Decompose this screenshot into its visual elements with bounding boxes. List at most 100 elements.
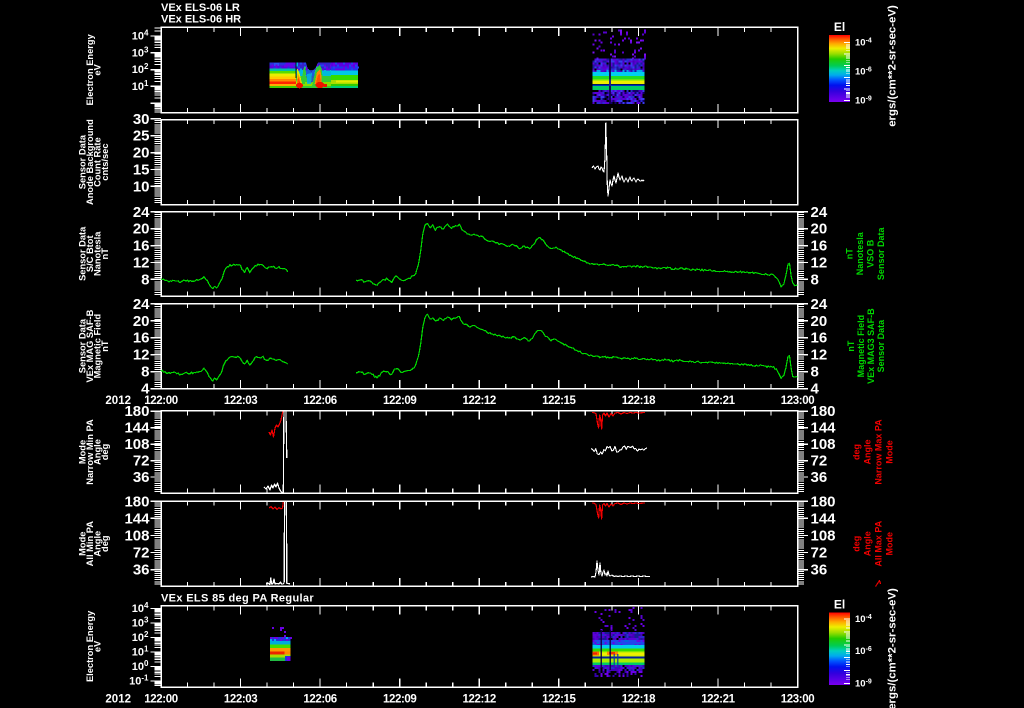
svg-text:Angle: Angle bbox=[863, 531, 873, 556]
svg-text:36: 36 bbox=[133, 562, 150, 579]
svg-text:2012: 2012 bbox=[105, 694, 131, 706]
svg-text:24: 24 bbox=[133, 204, 150, 221]
svg-text:122:15: 122:15 bbox=[542, 694, 576, 706]
svg-text:Angle: Angle bbox=[93, 439, 103, 465]
svg-text:108: 108 bbox=[124, 528, 149, 545]
svg-text:123:00: 123:00 bbox=[781, 395, 814, 407]
svg-text:Sensor Data: Sensor Data bbox=[77, 226, 87, 281]
svg-text:25: 25 bbox=[133, 128, 150, 145]
svg-text:72: 72 bbox=[811, 453, 828, 470]
svg-text:nT: nT bbox=[100, 340, 110, 352]
svg-text:deg: deg bbox=[100, 443, 110, 460]
svg-text:nT: nT bbox=[100, 248, 110, 260]
svg-text:122:03: 122:03 bbox=[224, 395, 257, 407]
svg-text:Nanotesla: Nanotesla bbox=[93, 231, 103, 276]
svg-text:122:09: 122:09 bbox=[383, 395, 416, 407]
svg-text:10-6: 10-6 bbox=[855, 646, 872, 657]
svg-text:122:06: 122:06 bbox=[303, 395, 336, 407]
svg-text:10: 10 bbox=[133, 178, 150, 195]
svg-text:deg: deg bbox=[852, 536, 862, 552]
svg-text:El: El bbox=[834, 20, 845, 34]
svg-text:108: 108 bbox=[811, 436, 836, 453]
svg-text:144: 144 bbox=[124, 510, 150, 527]
svg-text:ergs/(cm**2-sr-sec-eV): ergs/(cm**2-sr-sec-eV) bbox=[887, 5, 899, 127]
svg-text:Electron Energy: Electron Energy bbox=[85, 610, 95, 682]
svg-text:16: 16 bbox=[133, 238, 150, 255]
svg-text:16: 16 bbox=[811, 330, 828, 347]
svg-text:122:18: 122:18 bbox=[622, 694, 656, 706]
svg-text:24: 24 bbox=[811, 296, 828, 313]
svg-text:12: 12 bbox=[811, 347, 828, 364]
svg-text:deg: deg bbox=[852, 444, 862, 460]
svg-text:Sensor Data: Sensor Data bbox=[77, 134, 87, 189]
svg-text:12: 12 bbox=[133, 255, 150, 272]
svg-text:122:00: 122:00 bbox=[144, 694, 177, 706]
svg-text:4: 4 bbox=[811, 381, 820, 398]
svg-text:nT: nT bbox=[844, 248, 854, 259]
svg-text:108: 108 bbox=[811, 528, 836, 545]
svg-text:Mode: Mode bbox=[77, 440, 87, 464]
svg-text:30: 30 bbox=[133, 111, 150, 128]
svg-text:122:12: 122:12 bbox=[462, 395, 495, 407]
svg-text:72: 72 bbox=[133, 453, 150, 470]
svg-text:Sensor Data: Sensor Data bbox=[876, 227, 886, 281]
svg-text:S/C Btot: S/C Btot bbox=[85, 235, 95, 272]
svg-text:10-4: 10-4 bbox=[855, 614, 872, 625]
svg-text:15: 15 bbox=[133, 162, 150, 179]
svg-text:122:21: 122:21 bbox=[701, 694, 735, 706]
svg-text:180: 180 bbox=[124, 493, 149, 510]
svg-text:20: 20 bbox=[133, 313, 150, 330]
svg-text:Anode Background: Anode Background bbox=[85, 119, 95, 205]
svg-text:122:12: 122:12 bbox=[462, 694, 495, 706]
svg-text:108: 108 bbox=[124, 436, 149, 453]
svg-text:Narrow Min PA: Narrow Min PA bbox=[85, 419, 95, 485]
svg-text:144: 144 bbox=[811, 420, 837, 437]
svg-text:2012: 2012 bbox=[105, 395, 131, 407]
svg-text:72: 72 bbox=[133, 545, 150, 562]
svg-text:180: 180 bbox=[811, 493, 836, 510]
svg-text:8: 8 bbox=[141, 271, 149, 288]
svg-text:8: 8 bbox=[811, 364, 819, 381]
svg-text:20: 20 bbox=[133, 221, 150, 238]
svg-text:144: 144 bbox=[124, 420, 150, 437]
svg-text:144: 144 bbox=[811, 510, 837, 527]
svg-text:Magnetic Field: Magnetic Field bbox=[93, 313, 103, 378]
svg-text:122:21: 122:21 bbox=[701, 395, 735, 407]
svg-text:VSO B: VSO B bbox=[865, 239, 875, 268]
svg-text:122:00: 122:00 bbox=[144, 395, 177, 407]
svg-text:nT: nT bbox=[846, 340, 856, 351]
svg-text:20: 20 bbox=[811, 221, 828, 238]
svg-text:10-9: 10-9 bbox=[855, 96, 872, 107]
svg-text:12: 12 bbox=[811, 255, 828, 272]
svg-text:24: 24 bbox=[811, 204, 828, 221]
svg-text:Mode: Mode bbox=[77, 532, 87, 556]
svg-text:16: 16 bbox=[133, 330, 150, 347]
svg-text:8: 8 bbox=[141, 364, 149, 381]
svg-text:Narrow Max PA: Narrow Max PA bbox=[874, 419, 884, 485]
svg-text:deg: deg bbox=[100, 535, 110, 552]
svg-text:Angle: Angle bbox=[863, 439, 873, 464]
svg-text:Angle: Angle bbox=[93, 531, 103, 557]
svg-text:Count Rate: Count Rate bbox=[93, 137, 103, 187]
svg-text:8: 8 bbox=[811, 271, 819, 288]
svg-text:VEx MAG3 SAF-B: VEx MAG3 SAF-B bbox=[866, 308, 876, 384]
svg-text:4: 4 bbox=[141, 381, 150, 398]
svg-text:20: 20 bbox=[811, 313, 828, 330]
svg-text:72: 72 bbox=[811, 545, 828, 562]
svg-text:El: El bbox=[834, 598, 845, 612]
svg-text:All Min PA: All Min PA bbox=[85, 521, 95, 567]
svg-text:123:00: 123:00 bbox=[781, 694, 814, 706]
svg-text:122:15: 122:15 bbox=[542, 395, 576, 407]
svg-text:24: 24 bbox=[133, 296, 150, 313]
svg-text:12: 12 bbox=[133, 347, 150, 364]
svg-text:122:18: 122:18 bbox=[622, 395, 656, 407]
svg-text:10-6: 10-6 bbox=[855, 67, 872, 78]
svg-text:eV: eV bbox=[93, 640, 103, 652]
svg-text:10-9: 10-9 bbox=[855, 679, 872, 690]
svg-text:10-4: 10-4 bbox=[855, 38, 872, 49]
svg-text:Sensor Data: Sensor Data bbox=[77, 318, 87, 373]
svg-text:36: 36 bbox=[133, 469, 150, 486]
svg-text:VEx ELS-06 HR: VEx ELS-06 HR bbox=[161, 14, 241, 26]
svg-text:Mode: Mode bbox=[885, 440, 895, 464]
svg-text:VEx ELS 85 deg PA Regular: VEx ELS 85 deg PA Regular bbox=[161, 593, 314, 605]
